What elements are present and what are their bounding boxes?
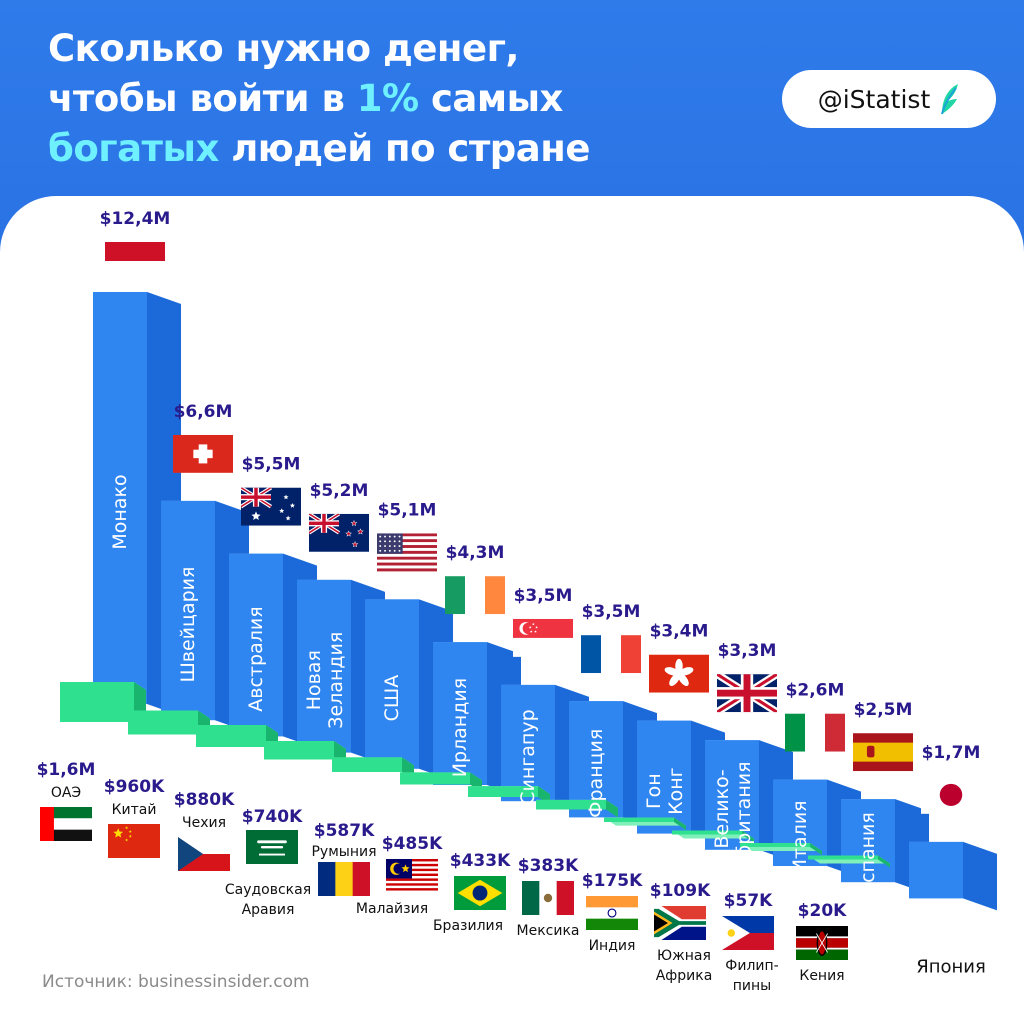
country-label: Велико-британия [711, 761, 755, 856]
bar-13 [909, 841, 997, 911]
value-label: $740K [242, 807, 303, 827]
country-label: Япония [916, 956, 986, 977]
value-label: $960K [104, 777, 165, 797]
green-bar-8 [536, 799, 618, 818]
south-africa-flag-icon [654, 906, 706, 940]
country-label: Румыния [311, 844, 376, 860]
country-label: Кения [799, 968, 844, 984]
value-label: $3,5M [582, 602, 641, 622]
singapore-flag-icon [513, 618, 573, 657]
value-label: $5,1M [378, 500, 437, 520]
value-label: $4,3M [446, 543, 505, 563]
country-label: Монако [109, 474, 131, 549]
country-label: Индия [589, 938, 636, 954]
usa-flag-icon [377, 533, 437, 572]
value-label: $6,6M [174, 402, 233, 422]
philippines-flag-icon [722, 916, 774, 950]
france-flag-icon [581, 635, 641, 674]
country-label: Ирландия [449, 678, 471, 777]
value-label: $485K [382, 834, 443, 854]
country-label: ОАЭ [51, 785, 81, 801]
value-label: $1,7M [922, 743, 981, 763]
green-bar-9 [604, 817, 686, 830]
country-label: НоваяЗеландия [303, 632, 347, 729]
mexico-flag-icon [522, 881, 575, 915]
romania-flag-icon [318, 862, 371, 896]
value-label: $3,3M [718, 641, 777, 661]
green-bar-5 [332, 757, 414, 780]
saudi-arabia-flag-icon [246, 830, 298, 864]
country-label: Италия [789, 800, 811, 873]
italy-flag-icon [785, 713, 845, 752]
value-label: $12,4M [100, 209, 171, 229]
switzerland-flag-icon [173, 434, 233, 473]
value-label: $5,5M [242, 455, 301, 475]
green-bar-10 [672, 830, 754, 843]
country-label: Австралия [245, 606, 267, 711]
value-label: $383K [518, 856, 579, 876]
ireland-flag-icon [445, 576, 505, 615]
country-label: Франция [585, 729, 607, 818]
green-bar-12 [808, 855, 890, 868]
country-label: Испания [857, 812, 879, 897]
title-line-2-end: самых [418, 77, 563, 120]
value-label: $587K [314, 821, 375, 841]
value-label: $2,6M [786, 681, 845, 701]
monaco-flag-icon [105, 242, 165, 281]
country-label: Китай [112, 802, 157, 818]
green-bar-3 [196, 725, 278, 755]
value-label: $1,6M [37, 760, 96, 780]
title-line-1: Сколько нужно денег, [48, 27, 519, 70]
australia-flag-icon [241, 487, 301, 526]
value-label: $109K [650, 881, 711, 901]
source-note: Источник: businessinsider.com [42, 972, 310, 992]
value-label: $433K [450, 851, 511, 871]
new-zealand-flag-icon [309, 513, 369, 552]
brazil-flag-icon [454, 876, 506, 910]
country-label: Южная Африка [656, 948, 713, 984]
green-bar-6 [400, 772, 482, 793]
country-label: Чехия [182, 815, 226, 831]
country-label: США [381, 675, 403, 722]
country-label: Мексика [517, 923, 580, 939]
page-title: Сколько нужно денег, чтобы войти в 1% са… [48, 24, 590, 174]
feather-logo-icon [941, 84, 959, 115]
value-label: $5,2M [310, 481, 369, 501]
value-label: $3,5M [514, 586, 573, 606]
china-flag-icon [108, 824, 160, 858]
country-label: Бразилия [433, 918, 503, 934]
title-line-2-start: чтобы войти в [48, 77, 357, 120]
spain-flag-icon [853, 733, 913, 772]
title-highlight-percent: 1% [356, 77, 419, 120]
kenya-flag-icon [796, 926, 848, 960]
uk-flag-icon [717, 674, 777, 713]
brand-badge[interactable]: @iStatist [782, 70, 996, 128]
country-label: ГонКонг [643, 767, 687, 815]
brand-handle: @iStatist [817, 84, 931, 114]
uae-flag-icon [40, 807, 92, 842]
title-highlight-rich: богатых [48, 127, 219, 170]
value-label: $57K [724, 891, 773, 911]
japan-flag-icon [921, 775, 981, 814]
malaysia-flag-icon [386, 859, 438, 894]
country-label: Малайзия [356, 901, 428, 917]
value-label: $175K [582, 871, 643, 891]
czech-flag-icon [178, 837, 230, 871]
hong-kong-flag-icon [649, 654, 709, 693]
country-label: Саудовская Аравия [225, 882, 311, 918]
value-label: $3,4M [650, 622, 709, 642]
value-label: $880K [174, 790, 235, 810]
value-label: $20K [798, 901, 847, 921]
value-label: $2,5M [854, 700, 913, 720]
country-label: Филип-пины [725, 958, 778, 994]
title-line-3-end: людей по стране [218, 127, 590, 170]
country-label: Швейцария [177, 567, 199, 683]
country-label: Сингапур [517, 709, 539, 804]
india-flag-icon [586, 896, 638, 931]
green-bar-11 [740, 843, 822, 855]
